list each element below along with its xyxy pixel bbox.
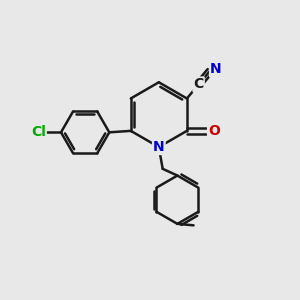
- Text: N: N: [153, 140, 165, 154]
- Text: N: N: [210, 62, 222, 76]
- Text: Cl: Cl: [31, 125, 46, 139]
- Text: C: C: [194, 77, 204, 92]
- Text: O: O: [208, 124, 220, 138]
